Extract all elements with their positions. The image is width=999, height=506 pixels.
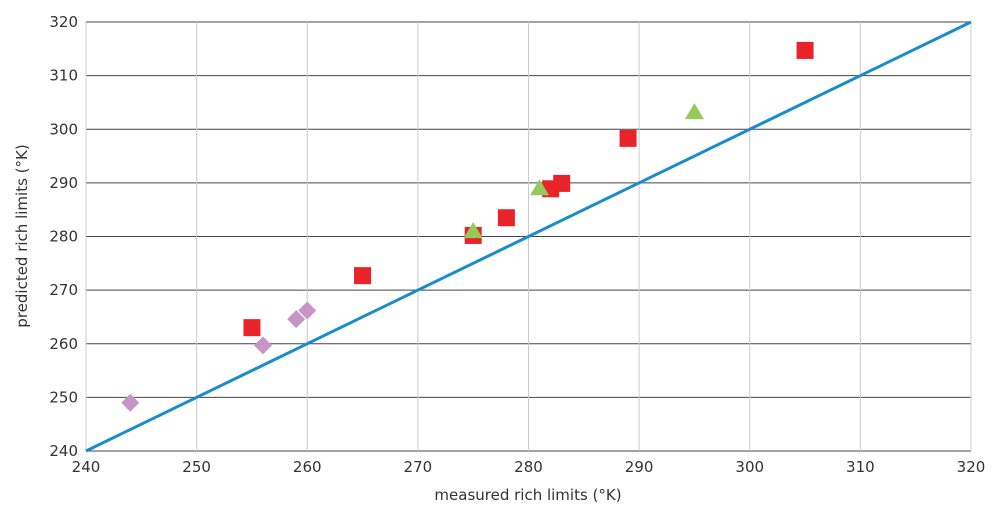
x-tick-label: 280 — [514, 458, 543, 476]
data-points — [121, 41, 814, 412]
x-tick-label: 250 — [182, 458, 211, 476]
square-point — [619, 129, 637, 147]
x-tick-label: 240 — [72, 458, 101, 476]
diamond-point — [298, 301, 317, 320]
x-tick-label: 300 — [735, 458, 764, 476]
square-point — [497, 209, 515, 227]
triangle-point — [463, 222, 483, 239]
x-tick-label: 310 — [846, 458, 875, 476]
y-tick-label: 300 — [49, 120, 78, 138]
x-tick-label: 270 — [404, 458, 433, 476]
y-tick-label: 320 — [49, 13, 78, 31]
diamond-point — [254, 336, 272, 355]
diamond-point — [287, 310, 306, 329]
x-axis-label: measured rich limits (°K) — [434, 486, 621, 504]
x-tick-label: 290 — [625, 458, 654, 476]
square-point — [354, 267, 372, 285]
y-tick-label: 270 — [49, 281, 78, 299]
y-tick-label: 310 — [49, 67, 78, 85]
y-tick-label: 290 — [49, 174, 78, 192]
y-axis-label: predicted rich limits (°K) — [13, 144, 31, 327]
reference-line — [85, 20, 972, 453]
x-tick-labels: 240 250 260 270 280 290 300 310 320 — [72, 458, 986, 476]
y-tick-label: 280 — [49, 228, 78, 246]
square-point — [243, 319, 261, 337]
triangle-point — [530, 179, 550, 196]
x-tick-label: 320 — [957, 458, 986, 476]
triangle-point — [684, 103, 704, 120]
square-point — [796, 41, 814, 59]
diamond-point — [121, 393, 140, 412]
square-point — [553, 174, 571, 192]
y-tick-labels: 240 250 260 270 280 290 300 310 320 — [49, 13, 78, 460]
y-tick-label: 240 — [49, 442, 78, 460]
y-tick-label: 250 — [49, 388, 78, 406]
x-tick-label: 260 — [293, 458, 322, 476]
y-tick-label: 260 — [49, 335, 78, 353]
reference-line-group — [85, 20, 972, 453]
